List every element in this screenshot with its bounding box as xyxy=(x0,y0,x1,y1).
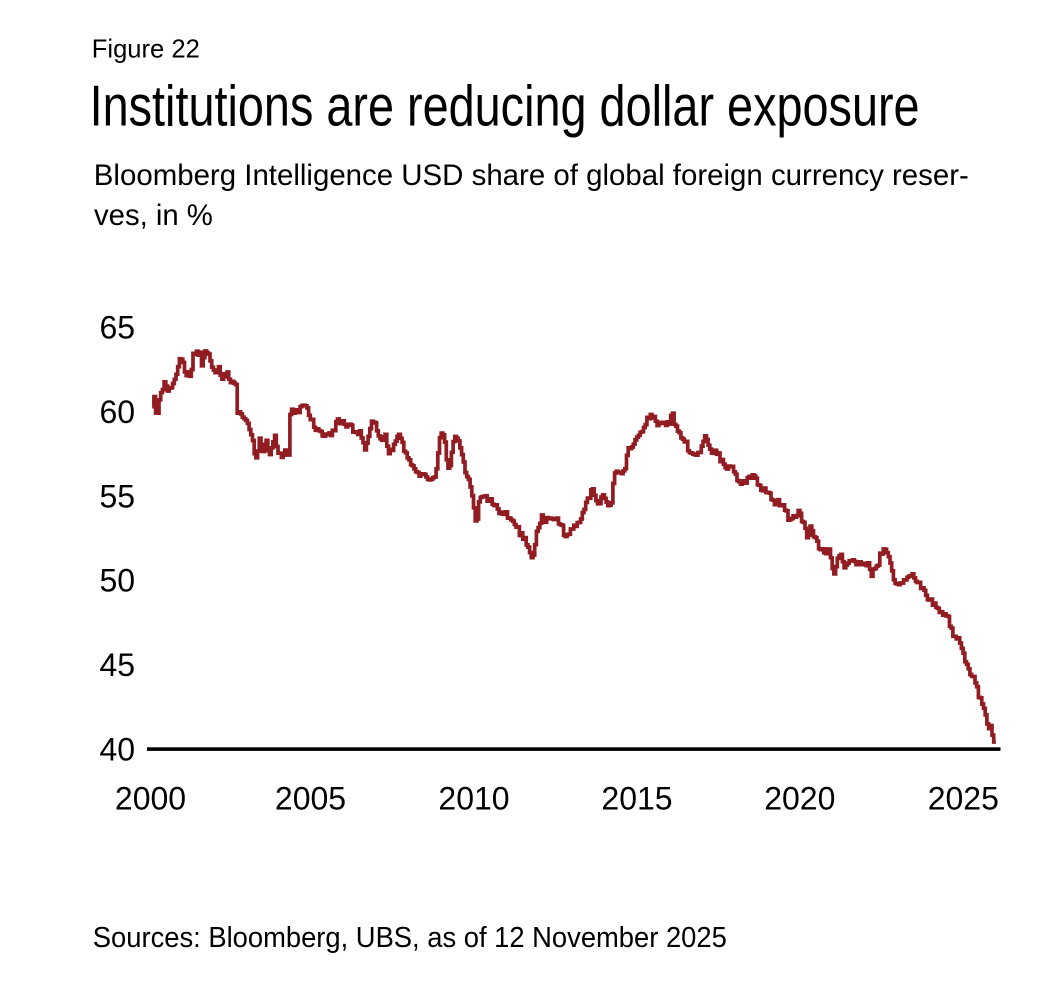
svg-text:2015: 2015 xyxy=(601,781,672,817)
svg-text:ves, in %: ves, in % xyxy=(94,199,213,232)
svg-text:Figure 22: Figure 22 xyxy=(92,33,200,63)
svg-text:65: 65 xyxy=(100,309,136,345)
svg-text:Sources: Bloomberg, UBS, as of: Sources: Bloomberg, UBS, as of 12 Novemb… xyxy=(93,922,727,954)
svg-text:55: 55 xyxy=(100,478,136,514)
svg-text:60: 60 xyxy=(100,394,136,430)
svg-text:2005: 2005 xyxy=(275,781,346,817)
svg-text:50: 50 xyxy=(100,563,136,599)
svg-text:2010: 2010 xyxy=(438,781,509,817)
svg-text:Institutions are reducing doll: Institutions are reducing dollar exposur… xyxy=(90,74,920,138)
svg-text:2025: 2025 xyxy=(928,781,999,817)
svg-text:2000: 2000 xyxy=(115,781,186,817)
svg-text:40: 40 xyxy=(100,732,136,768)
svg-text:45: 45 xyxy=(100,647,136,683)
svg-text:2020: 2020 xyxy=(764,781,835,817)
svg-text:Bloomberg Intelligence USD sha: Bloomberg Intelligence USD share of glob… xyxy=(94,159,969,192)
